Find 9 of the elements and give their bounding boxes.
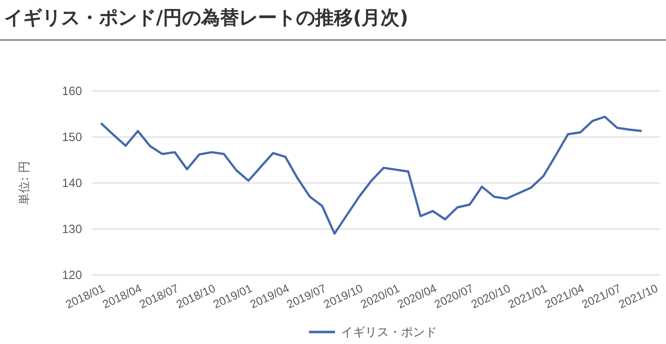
y-tick-label: 150	[62, 130, 82, 144]
legend-label: イギリス・ポンド	[341, 325, 437, 339]
chart-title: イギリス・ポンド/円の為替レートの推移(月次)	[4, 7, 408, 29]
y-axis-title: 単位: 円	[17, 161, 31, 205]
y-tick-label: 130	[62, 222, 82, 236]
y-tick-label: 140	[62, 176, 82, 190]
line-series	[100, 116, 643, 235]
y-tick-label: 120	[62, 268, 82, 282]
y-tick-label: 160	[62, 84, 82, 98]
